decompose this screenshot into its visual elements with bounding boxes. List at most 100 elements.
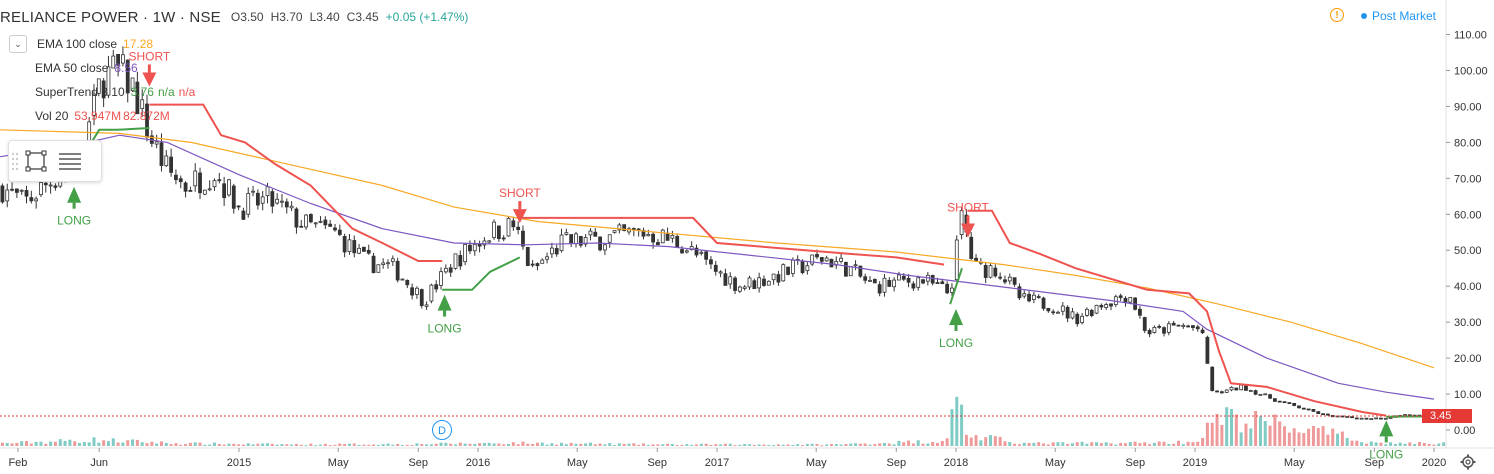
volume-bar xyxy=(386,443,390,446)
drawing-toolbar[interactable] xyxy=(8,140,102,182)
time-tick-label: Sep xyxy=(886,457,906,469)
volume-bar xyxy=(810,443,814,446)
volume-bar xyxy=(193,442,197,446)
open-value: O3.50 xyxy=(231,10,264,24)
candle-body xyxy=(328,223,333,227)
volume-bar xyxy=(955,396,959,446)
volume-bar xyxy=(251,444,255,446)
candle-body xyxy=(48,184,53,187)
candle-body xyxy=(284,201,289,208)
volume-bar xyxy=(1254,410,1258,446)
candle-body xyxy=(448,267,453,273)
volume-bar xyxy=(960,404,964,446)
candle-body xyxy=(10,188,14,191)
candle-body xyxy=(342,235,347,253)
candle-body xyxy=(713,264,718,272)
time-tick-label: May xyxy=(567,457,588,469)
volume-bar xyxy=(15,442,19,446)
long-signal-arrow xyxy=(437,294,452,311)
candle-body xyxy=(1215,390,1219,393)
candle-body xyxy=(43,182,48,186)
candle-body xyxy=(593,231,598,237)
candle-body xyxy=(270,191,275,207)
low-label: L xyxy=(309,10,317,24)
candle-body xyxy=(612,230,617,233)
volume-bar xyxy=(1364,443,1368,446)
legend-row-volume[interactable]: Vol 20 53.947M 82.872M xyxy=(9,104,195,128)
rectangle-tool-button[interactable] xyxy=(19,144,53,178)
volume-bar xyxy=(367,444,371,446)
legend-row-ema50[interactable]: EMA 50 close 8.56 xyxy=(9,56,195,80)
candle-body xyxy=(1118,295,1123,298)
settings-gear-icon[interactable] xyxy=(1460,454,1476,470)
price-tick-label: 0.00 xyxy=(1454,425,1475,437)
volume-bar xyxy=(998,436,1002,446)
candle-body xyxy=(1080,315,1084,323)
volume-bar xyxy=(1104,442,1108,446)
volume-bar xyxy=(728,443,732,446)
candle-body xyxy=(1200,329,1205,334)
candle-body xyxy=(1046,307,1051,312)
volume-bar xyxy=(1017,444,1021,446)
candle-body xyxy=(0,185,5,203)
market-status[interactable]: Post Market xyxy=(1360,9,1436,23)
volume-bar xyxy=(111,438,115,446)
volume-bar xyxy=(844,444,848,446)
volume-bar xyxy=(1070,443,1074,446)
candle-body xyxy=(757,277,762,289)
drag-handle-icon[interactable] xyxy=(11,150,19,172)
candle-body xyxy=(882,277,887,293)
candle-body xyxy=(121,54,125,64)
collapse-arrow-icon[interactable]: ⌄ xyxy=(9,35,27,53)
candle-body xyxy=(660,229,665,244)
volume-bar xyxy=(945,438,949,446)
legend-row-supertrend[interactable]: SuperTrend 3 10 3.76 n/a n/a xyxy=(9,80,195,104)
volume-bar xyxy=(964,434,968,446)
volume-bar xyxy=(49,441,53,446)
volume-bar xyxy=(1191,442,1195,446)
volume-bar xyxy=(690,444,694,446)
time-tick-label: May xyxy=(806,457,827,469)
volume-bar xyxy=(598,443,602,446)
volume-name: Vol 20 xyxy=(35,109,69,123)
volume-bar xyxy=(531,443,535,446)
candle-body xyxy=(1152,327,1157,333)
legend-row-ema100[interactable]: ⌄ EMA 100 close 17.28 xyxy=(9,32,195,56)
candle-body xyxy=(1162,327,1166,334)
volume-ma-value: 82.872M xyxy=(123,109,170,123)
candle-body xyxy=(718,271,723,274)
volume-bar xyxy=(1095,442,1099,446)
candle-body xyxy=(1234,387,1239,391)
price-tick-label: 110.00 xyxy=(1454,30,1487,42)
candle-body xyxy=(1147,330,1152,335)
candle-body xyxy=(1157,325,1162,328)
volume-bar xyxy=(420,444,424,446)
volume-bar xyxy=(1234,414,1238,446)
candle-body xyxy=(1248,390,1253,392)
volume-bar xyxy=(381,444,385,446)
candle-body xyxy=(501,237,506,240)
candle-body xyxy=(844,261,848,277)
candle-body xyxy=(381,262,386,265)
candle-body xyxy=(463,243,468,263)
volume-bar xyxy=(188,442,192,446)
volume-bar xyxy=(1013,443,1017,446)
volume-bar xyxy=(651,444,655,446)
warning-icon[interactable]: ! xyxy=(1330,8,1344,22)
dividend-marker[interactable]: D xyxy=(432,420,452,440)
volume-bar xyxy=(507,443,511,446)
rectangle-tool-icon xyxy=(25,150,47,172)
volume-bar xyxy=(97,442,101,446)
lines-tool-button[interactable] xyxy=(53,144,87,178)
volume-bar xyxy=(815,444,819,446)
volume-bar xyxy=(502,444,506,446)
volume-bar xyxy=(762,444,766,446)
candle-body xyxy=(395,260,400,281)
volume-bar xyxy=(974,435,978,446)
candle-body xyxy=(477,243,482,247)
candle-body xyxy=(1186,325,1191,328)
volume-bar xyxy=(935,443,939,446)
candle-body xyxy=(376,264,381,273)
candle-body xyxy=(289,205,294,209)
